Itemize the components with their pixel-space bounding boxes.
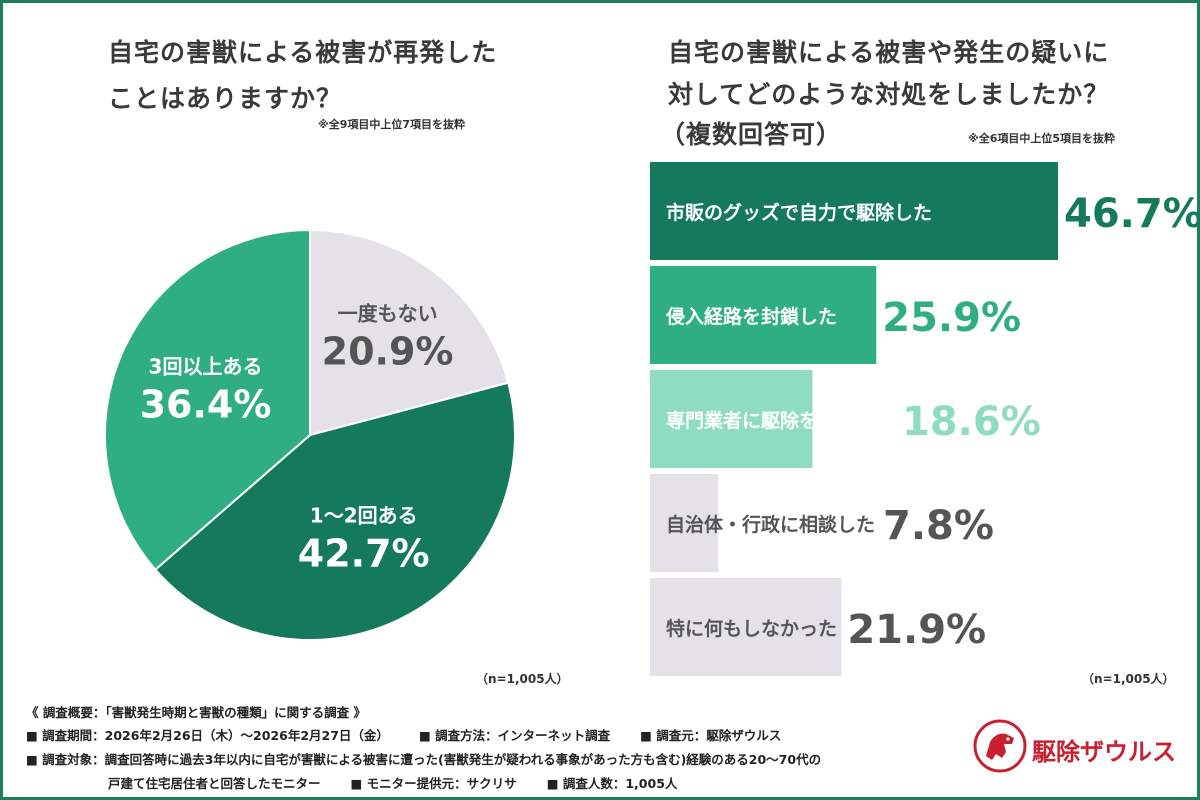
right-title-line1: 自宅の害獣による被害や発生の疑いに — [668, 38, 1110, 67]
right-note: ※全6項目中上位5項目を抜粋 — [968, 132, 1116, 145]
footer-method: ■ 調査方法：インターネット調査 — [418, 728, 611, 743]
bar-3 — [650, 474, 719, 572]
footer-count: ■ 調査人数：1,005人 — [546, 776, 678, 791]
bar-label-2: 専門業者に駆除を依頼した — [666, 409, 894, 432]
bar-value-2: 18.6% — [902, 399, 1041, 445]
left-title-line1: 自宅の害獣による被害が再発した — [108, 38, 498, 67]
footer-target-cont: 戸建て住宅居住者と回答したモニター — [108, 776, 321, 791]
left-n-label: （n=1,005人） — [476, 672, 569, 686]
footer-line2: ■ 調査期間：2026年2月26日（木）〜2026年2月27日（金） ■ 調査方法… — [26, 725, 811, 744]
bar-label-1: 侵入経路を封鎖した — [665, 305, 837, 328]
bar-value-0: 46.7% — [1064, 191, 1200, 237]
pie-slice-value-0: 20.9% — [322, 329, 454, 373]
pie-slice-2 — [104, 228, 311, 572]
footer-source: ■ 調査元：駆除ザウルス — [640, 728, 782, 743]
bar-value-1: 25.9% — [882, 295, 1021, 341]
footer-provider: ■ モニター提供元：サクリサ — [350, 776, 517, 791]
bar-label-0: 市販のグッズで自力で駆除した — [666, 201, 932, 224]
bar-4 — [650, 578, 842, 676]
pie-slice-value-1: 42.7% — [298, 531, 430, 575]
logo-text: 駆除ザウルス — [1032, 738, 1176, 766]
pie-slice-label-2: 3回以上ある — [149, 354, 263, 378]
bar-value-3: 7.8% — [883, 503, 994, 549]
bar-label-4: 特に何もしなかった — [666, 617, 837, 640]
right-title-line2: 対してどのような対処をしましたか？ — [668, 80, 1110, 109]
logo: 駆除ザウルス — [970, 718, 1180, 778]
bar-2 — [650, 370, 813, 468]
pie-slice-value-2: 36.4% — [140, 382, 272, 426]
pie-slice-1 — [153, 381, 516, 641]
bar-1 — [650, 266, 877, 364]
bar-0 — [650, 162, 1058, 260]
pie-slice-label-1: 1〜2回ある — [310, 503, 418, 527]
bar-label-3: 自治体・行政に相談した — [666, 513, 875, 536]
dinosaur-mascot-icon — [973, 719, 1027, 773]
footer-line3: ■ 調査対象：調査回答時に過去3年以内に自宅が害獣による被害に遭った(害獣発生が… — [26, 752, 822, 767]
pie-slice-0 — [309, 228, 510, 437]
bar-value-4: 21.9% — [847, 607, 986, 653]
footer-line1: 《 調査概要：「害獣発生時期と害獣の種類」に関する調査 》 — [26, 705, 366, 720]
pie-chart: 一度もない 20.9% 1〜2回ある 42.7% 3回以上ある 36.4% — [104, 228, 516, 641]
right-n-label: （n=1,005人） — [1082, 672, 1175, 686]
left-title-line2: ことはありますか？ — [108, 84, 343, 113]
left-note: ※全9項目中上位7項目を抜粋 — [318, 118, 466, 131]
pie-slice-label-0: 一度もない — [338, 301, 438, 325]
footer-period: ■ 調査期間：2026年2月26日（木）〜2026年2月27日（金） — [26, 728, 389, 743]
right-title-line3: （複数回答可） — [660, 120, 843, 149]
footer-line4: 戸建て住宅居住者と回答したモニター ■ モニター提供元：サクリサ ■ 調査人数：1,… — [108, 773, 707, 792]
bar-chart: 市販のグッズで自力で駆除した 46.7% 侵入経路を封鎖した 25.9% 専門業者に駆除… — [650, 162, 1200, 676]
